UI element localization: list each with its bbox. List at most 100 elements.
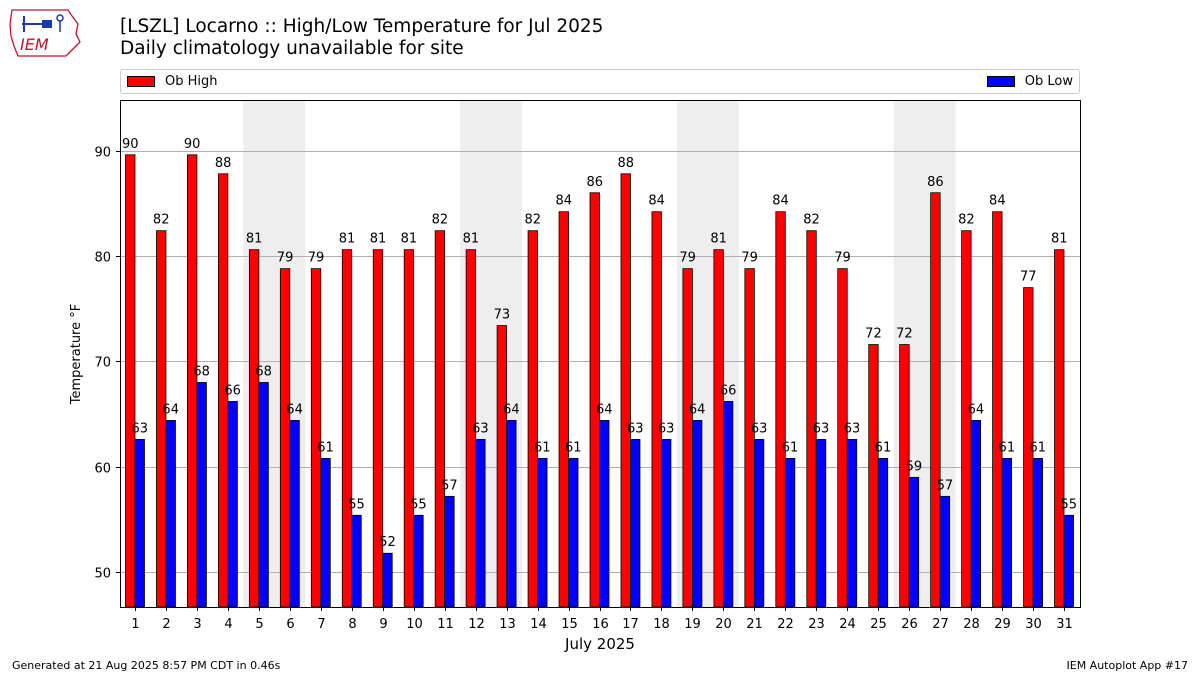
data-label-low: 55 [1060,497,1077,512]
data-label-high: 90 [184,137,201,152]
bar-high [682,268,693,608]
data-label-low: 61 [534,440,551,455]
data-label-low: 63 [844,421,861,436]
x-axis-label: July 2025 [564,635,635,653]
data-label-low: 64 [689,402,706,417]
bar-high [1054,249,1065,608]
bar-low [382,552,393,608]
x-tick-label: 31 [1056,617,1073,632]
data-label-low: 61 [565,440,582,455]
data-label-low: 63 [472,421,489,436]
bar-low [1001,457,1012,608]
bar-low [846,439,858,608]
x-tick-label: 9 [379,617,387,632]
iem-logo: IEM [9,9,81,57]
bar-low [413,514,424,608]
data-label-low: 55 [348,497,365,512]
legend-item-low: Ob Low [986,74,1073,89]
bar-low [258,382,269,608]
bar-low [1032,457,1043,608]
legend: Ob High Ob Low [120,69,1080,94]
data-label-high: 86 [927,175,944,190]
data-label-low: 63 [627,421,644,436]
data-label-high: 81 [1051,232,1068,247]
legend-label-high: Ob High [165,74,218,89]
bar-low [351,514,362,608]
bar-high [248,249,260,608]
bar-high [279,268,291,608]
bar-high [496,325,507,608]
data-label-low: 61 [999,440,1016,455]
data-label-high: 90 [122,137,139,152]
y-tick-label: 90 [94,146,111,161]
bar-low [908,476,920,608]
x-tick-label: 21 [746,617,763,632]
x-tick-label: 1 [131,617,139,632]
bars [125,154,1074,608]
bar-high [651,211,662,608]
bar-low [815,439,827,608]
bar-high [527,230,538,608]
y-tick-label: 70 [94,356,111,371]
bar-high [125,154,136,608]
data-label-high: 81 [370,232,387,247]
data-label-high: 81 [246,232,263,247]
x-tick-label: 4 [224,617,232,632]
bar-high [434,230,446,608]
data-label-low: 66 [720,383,737,398]
legend-label-low: Ob Low [1024,74,1073,89]
data-label-high: 77 [1020,270,1037,285]
data-label-low: 68 [255,364,272,379]
bar-high [775,211,786,608]
data-label-high: 84 [648,194,665,209]
x-tick-label: 16 [592,617,609,632]
legend-swatch-low [986,76,1015,87]
x-tick-label: 15 [561,617,578,632]
data-label-high: 72 [865,327,882,342]
data-label-high: 81 [463,232,480,247]
data-label-high: 79 [308,251,325,266]
data-label-low: 57 [937,478,954,493]
bar-high [992,211,1003,608]
bar-high [156,230,167,608]
data-label-low: 59 [906,459,923,474]
bar-low [661,439,672,608]
y-axis-label: Temperature °F [69,304,84,405]
bar-high [899,344,910,608]
x-tick-label: 26 [901,617,918,632]
data-label-high: 82 [525,213,542,228]
data-label-high: 79 [741,251,758,266]
bar-low [1063,514,1074,608]
bar-low [165,420,176,608]
bar-high [341,249,353,608]
data-label-low: 64 [162,402,179,417]
bar-low [877,457,889,608]
bar-low [537,457,548,608]
bar-low [939,495,951,608]
x-tick-label: 27 [932,617,949,632]
x-tick-label: 29 [994,617,1011,632]
x-tick-label: 8 [348,617,356,632]
x-tick-label: 20 [715,617,732,632]
x-tick-label: 18 [653,617,670,632]
chart-subtitle: Daily climatology unavailable for site [120,38,464,59]
data-label-low: 63 [131,421,148,436]
data-label-high: 84 [772,194,789,209]
data-label-high: 82 [153,213,170,228]
data-label-high: 79 [679,251,696,266]
bar-high [744,268,755,608]
x-tick-label: 24 [839,617,856,632]
chart-title: [LSZL] Locarno :: High/Low Temperature f… [120,16,604,37]
data-label-low: 64 [286,402,303,417]
x-tick-label: 23 [808,617,825,632]
bar-low [320,457,331,608]
x-tick-label: 13 [499,617,516,632]
bar-high [403,249,415,608]
legend-item-high: Ob High [127,74,218,89]
data-label-low: 66 [224,383,241,398]
bar-high [620,173,631,608]
bar-high [372,249,384,608]
bar-low [506,420,517,608]
bar-high [806,230,817,608]
